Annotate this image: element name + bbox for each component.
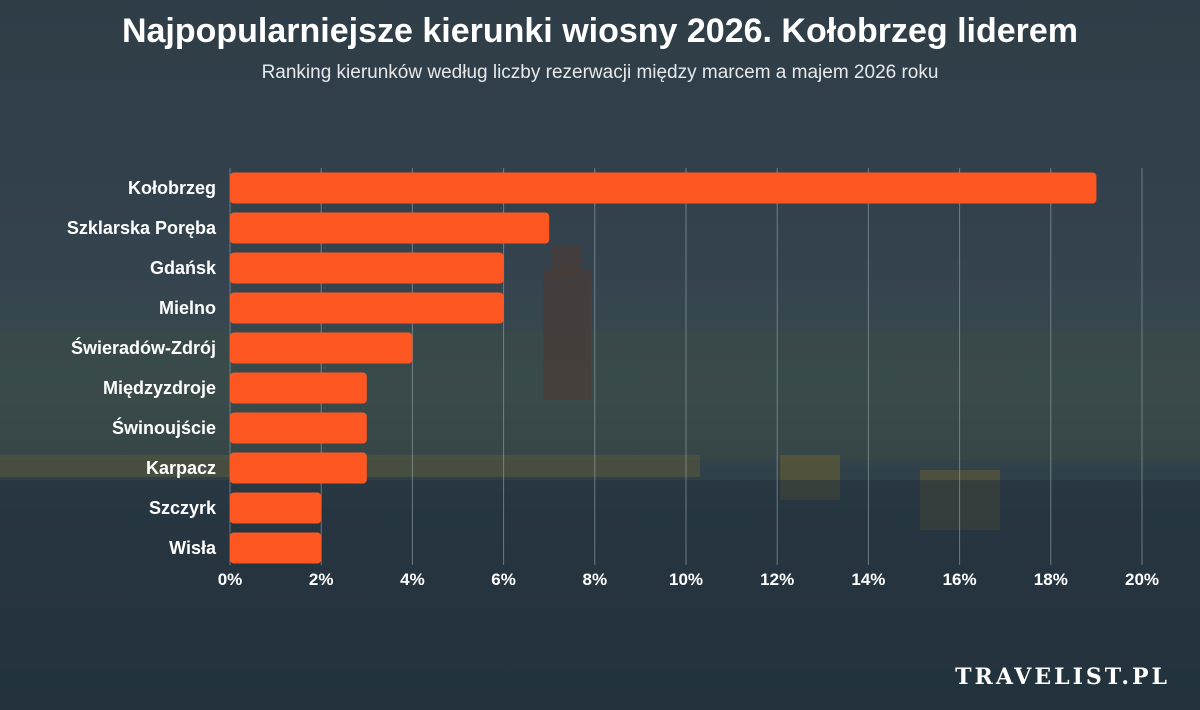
bar	[230, 212, 550, 244]
travelist-logo: TRAVELIST.PL	[955, 664, 1170, 690]
x-tick-label: 4%	[400, 570, 425, 589]
x-tick-label: 8%	[583, 570, 608, 589]
bar	[230, 532, 322, 564]
bar	[230, 372, 367, 404]
chart-title: Najpopularniejsze kierunki wiosny 2026. …	[121, 12, 1079, 50]
category-label: Szczyrk	[149, 498, 217, 518]
category-label: Karpacz	[146, 458, 216, 478]
x-tick-label: 2%	[309, 570, 334, 589]
category-label: Mielno	[159, 298, 216, 318]
x-tick-label: 14%	[851, 570, 885, 589]
x-tick-label: 0%	[218, 570, 243, 589]
chart-subtitle: Ranking kierunków według liczby rezerwac…	[261, 62, 939, 83]
x-tick-label: 10%	[669, 570, 703, 589]
category-label: Międzyzdroje	[103, 378, 216, 398]
category-label: Szklarska Poręba	[67, 218, 217, 238]
bar	[230, 452, 367, 484]
bar	[230, 332, 413, 364]
x-tick-label: 20%	[1125, 570, 1159, 589]
lighthouse-tower	[543, 270, 591, 400]
category-label: Świnoujście	[112, 417, 216, 438]
category-label: Gdańsk	[150, 258, 217, 278]
lighthouse-lantern	[552, 245, 582, 275]
bar	[230, 172, 1097, 204]
bar	[230, 252, 504, 284]
x-tick-label: 12%	[760, 570, 794, 589]
bar	[230, 292, 504, 324]
x-tick-label: 6%	[491, 570, 516, 589]
town-silhouette	[0, 330, 1200, 460]
bar	[230, 492, 322, 524]
water	[0, 480, 1200, 710]
category-label: Świeradów-Zdrój	[71, 337, 216, 358]
category-label: Wisła	[169, 538, 217, 558]
bar	[230, 412, 367, 444]
category-label: Kołobrzeg	[128, 178, 216, 198]
x-tick-label: 16%	[943, 570, 977, 589]
x-tick-label: 18%	[1034, 570, 1068, 589]
